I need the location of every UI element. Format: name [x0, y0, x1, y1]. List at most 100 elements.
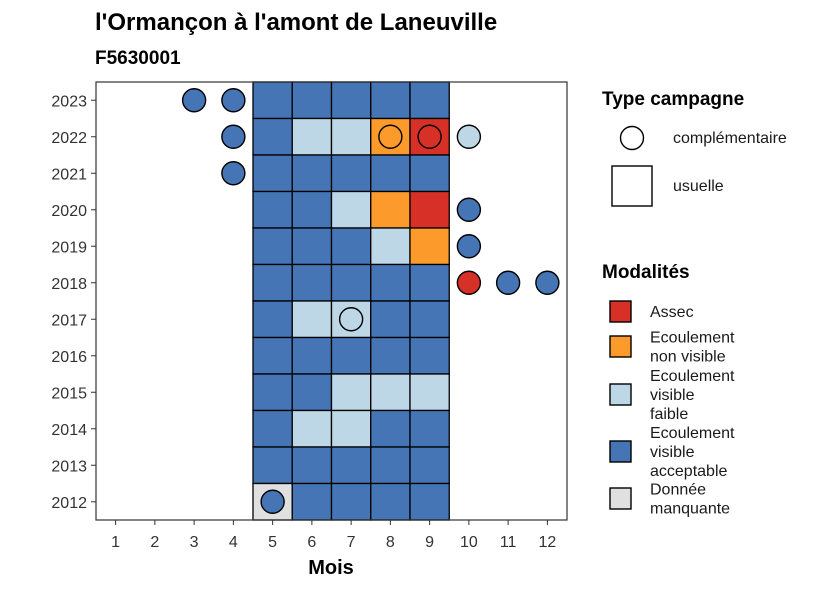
point-2012-5 — [260, 489, 285, 514]
tile-2021-6 — [291, 154, 333, 193]
tile-2018-6 — [291, 263, 333, 302]
x-tick-label-11: 11 — [500, 534, 517, 551]
tile-2016-9 — [409, 336, 450, 375]
tile-2016-8 — [370, 336, 411, 375]
chart-subtitle: F5630001 — [95, 48, 181, 69]
x-tick-label-1: 1 — [111, 534, 120, 551]
point-2022-4 — [221, 124, 246, 149]
tile-2023-9 — [409, 81, 450, 120]
tile-2020-7 — [330, 190, 372, 229]
tile-2013-7 — [330, 446, 372, 485]
tile-2014-8 — [370, 409, 411, 448]
tile-2018-8 — [370, 263, 411, 302]
chart-title: l'Ormançon à l'amont de Laneuville — [95, 9, 497, 36]
tile-2012-8 — [370, 482, 411, 521]
x-axis: 1 2 3 4 5 6 7 8 9 10 11 12 — [111, 520, 556, 551]
tile-2016-7 — [330, 336, 372, 375]
point-2022-10 — [456, 124, 482, 149]
tile-2021-5 — [252, 154, 293, 193]
tile-2018-9 — [409, 263, 450, 302]
legend-label-faible: Ecoulement visible faible — [650, 368, 735, 423]
tile-2016-6 — [291, 336, 333, 375]
legend-key-assec — [609, 300, 632, 323]
tile-2015-9 — [409, 373, 450, 412]
tile-2023-6 — [291, 81, 333, 120]
x-tick-label-3: 3 — [190, 534, 199, 551]
tile-2012-7 — [330, 482, 372, 521]
x-tick-label-8: 8 — [386, 534, 395, 551]
tile-2017-9 — [409, 300, 450, 339]
tile-2022-5 — [252, 117, 293, 156]
tile-2015-5 — [252, 373, 293, 412]
x-tick-label-10: 10 — [460, 534, 478, 551]
tile-2020-6 — [291, 190, 333, 229]
y-tick-label-2018: 2018 — [51, 276, 87, 293]
point-2019-10 — [456, 234, 482, 259]
tile-2013-8 — [370, 446, 411, 485]
tile-2013-9 — [409, 446, 450, 485]
point-2023-3 — [181, 88, 207, 113]
tile-2018-7 — [330, 263, 372, 302]
tile-2020-8 — [370, 190, 411, 229]
y-tick-label-2014: 2014 — [51, 422, 87, 439]
legend-label-nonvisible: Ecoulement non visible — [650, 330, 735, 366]
y-tick-label-2022: 2022 — [51, 130, 87, 147]
tile-2017-5 — [252, 300, 293, 339]
tile-2013-6 — [291, 446, 333, 485]
legend-label-assec: Assec — [650, 304, 694, 321]
tile-2020-5 — [252, 190, 293, 229]
tile-2021-8 — [370, 154, 411, 193]
tile-2019-6 — [291, 227, 333, 266]
y-tick-label-2019: 2019 — [51, 239, 87, 256]
plot-area — [95, 81, 568, 521]
y-axis: 2012 2013 2014 2015 2016 2017 2018 2019 2020 2021… — [51, 93, 96, 512]
tile-2022-6 — [291, 117, 333, 156]
legend-key-acceptable — [609, 440, 632, 463]
legend-key-nonvisible — [609, 335, 632, 358]
x-tick-label-5: 5 — [268, 534, 277, 551]
legend-label-acceptable: Ecoulement visible acceptable — [650, 425, 735, 480]
tile-2012-9 — [409, 482, 450, 521]
x-tick-label-7: 7 — [347, 534, 356, 551]
y-tick-label-2017: 2017 — [51, 312, 87, 329]
legend-key-complementaire — [619, 125, 645, 151]
tile-2012-6 — [291, 482, 333, 521]
point-2022-8 — [378, 124, 403, 149]
legend-label-complementaire: complémentaire — [673, 130, 787, 147]
point-2018-11 — [495, 270, 521, 295]
tile-2015-7 — [330, 373, 372, 412]
x-tick-label-2: 2 — [150, 534, 159, 551]
legend-type-campagne: Type campagne complémentaire usuelle — [602, 89, 787, 207]
legend-key-manquante — [609, 487, 632, 510]
y-tick-label-2013: 2013 — [51, 458, 87, 475]
legend-label-manquante: Donnée manquante — [650, 482, 730, 518]
y-tick-label-2020: 2020 — [51, 203, 87, 220]
tile-2017-6 — [291, 300, 333, 339]
y-tick-label-2012: 2012 — [51, 495, 87, 512]
plot-border — [95, 81, 568, 521]
tile-2015-8 — [370, 373, 411, 412]
point-2018-10 — [456, 270, 482, 295]
y-tick-label-2023: 2023 — [51, 93, 87, 110]
x-tick-label-9: 9 — [425, 534, 434, 551]
y-tick-label-2021: 2021 — [51, 166, 87, 183]
legend-key-usuelle — [611, 165, 653, 207]
tile-2022-7 — [330, 117, 372, 156]
tile-2014-6 — [291, 409, 333, 448]
legend-label-usuelle: usuelle — [673, 178, 724, 195]
x-tick-label-12: 12 — [538, 534, 556, 551]
tile-2015-6 — [291, 373, 333, 412]
tile-2023-7 — [330, 81, 372, 120]
x-tick-label-4: 4 — [229, 534, 238, 551]
tile-2016-5 — [252, 336, 293, 375]
tile-2020-9 — [409, 190, 450, 229]
x-tick-label-6: 6 — [307, 534, 316, 551]
tile-2014-5 — [252, 409, 293, 448]
legend-type-title: Type campagne — [602, 89, 744, 110]
point-2023-4 — [221, 88, 246, 113]
point-2020-10 — [456, 197, 482, 222]
tile-2017-8 — [370, 300, 411, 339]
point-2017-7 — [338, 307, 364, 332]
tile-2018-5 — [252, 263, 293, 302]
